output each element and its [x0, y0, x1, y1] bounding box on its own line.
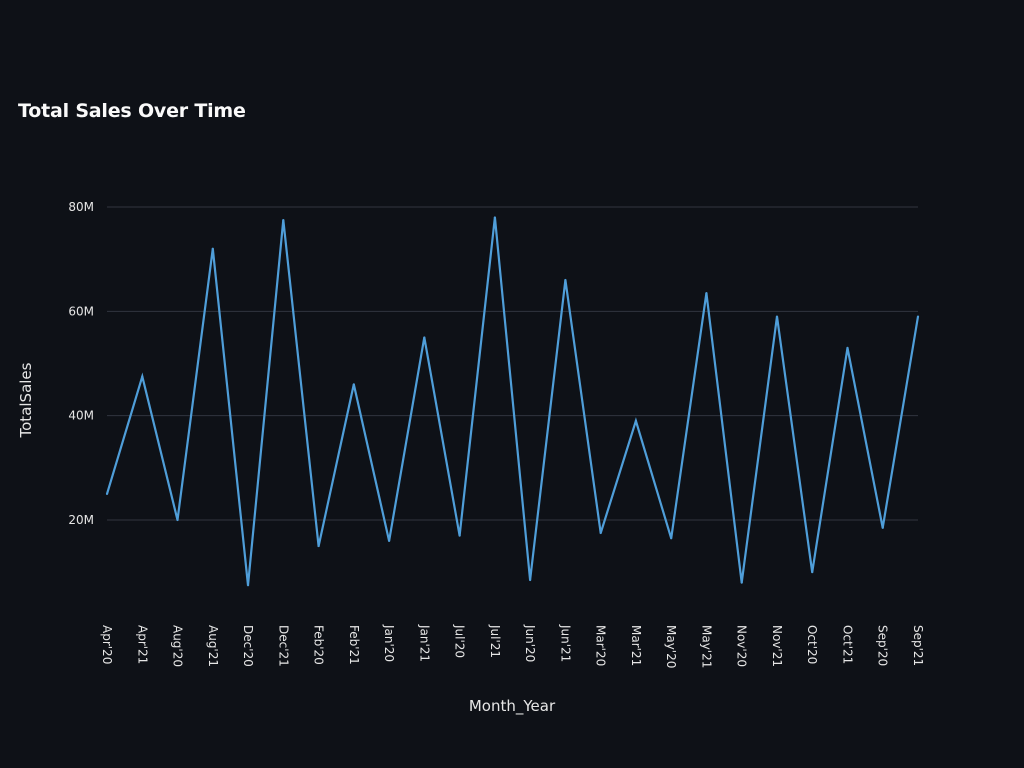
data-point[interactable]: [352, 383, 355, 386]
x-tick-label: May'20: [664, 625, 678, 668]
x-tick-label: Jan'20: [382, 624, 396, 662]
data-point[interactable]: [564, 278, 567, 282]
x-tick-label: Mar'21: [629, 625, 643, 666]
data-point[interactable]: [317, 544, 320, 548]
x-axis-title: Month_Year: [469, 697, 556, 716]
x-tick-label: Jun'21: [558, 624, 572, 662]
x-axis-ticks: Apr'20 Apr'21 Aug'20 Aug'21 Dec'20 Dec'21 Feb'…: [100, 624, 925, 668]
y-tick-label: 80M: [68, 200, 94, 214]
x-tick-label: Jul'21: [488, 624, 502, 658]
data-point[interactable]: [105, 492, 109, 496]
x-tick-label: Jun'20: [523, 624, 537, 662]
x-tick-label: Dec'20: [241, 625, 255, 667]
data-point[interactable]: [634, 419, 638, 422]
data-point[interactable]: [705, 291, 708, 295]
data-point[interactable]: [211, 247, 214, 250]
x-tick-label: Jan'21: [417, 624, 431, 662]
data-point[interactable]: [387, 539, 391, 542]
gridlines: [107, 206, 918, 521]
data-point[interactable]: [740, 581, 743, 584]
x-tick-label: Nov'20: [735, 625, 749, 667]
data-point[interactable]: [458, 534, 461, 537]
data-point[interactable]: [811, 571, 814, 574]
x-tick-label: Oct'20: [805, 625, 819, 664]
data-point[interactable]: [246, 584, 250, 587]
x-tick-label: Feb'21: [347, 625, 361, 665]
data-point[interactable]: [670, 537, 673, 540]
data-point[interactable]: [775, 315, 779, 318]
data-point[interactable]: [141, 375, 144, 378]
data-point[interactable]: [599, 531, 602, 535]
x-tick-label: Sep'21: [911, 625, 925, 666]
series-layer: [105, 216, 920, 587]
x-tick-label: Nov'21: [770, 625, 784, 667]
series-line: [105, 217, 920, 586]
x-tick-label: Feb'20: [312, 625, 326, 665]
x-tick-label: Aug'21: [206, 625, 220, 667]
data-point[interactable]: [529, 578, 532, 582]
x-tick-label: Jul'20: [453, 624, 467, 658]
x-tick-label: Apr'21: [135, 625, 149, 664]
x-tick-label: Oct'21: [840, 625, 854, 664]
data-point[interactable]: [881, 526, 884, 529]
x-tick-label: Mar'20: [594, 625, 608, 666]
y-tick-label: 60M: [68, 304, 94, 318]
x-tick-label: Sep'20: [876, 625, 890, 666]
data-point[interactable]: [846, 346, 849, 349]
x-tick-label: Aug'20: [171, 625, 185, 667]
data-point[interactable]: [282, 218, 285, 222]
y-tick-label: 40M: [68, 409, 94, 423]
x-tick-label: Apr'20: [100, 625, 114, 664]
data-point[interactable]: [916, 315, 920, 318]
data-point[interactable]: [493, 216, 496, 219]
x-tick-label: Dec'21: [276, 625, 290, 667]
y-axis-ticks: 20M 40M 60M 80M: [68, 200, 94, 527]
chart-title: Total Sales Over Time: [18, 100, 246, 122]
x-tick-label: May'21: [699, 625, 713, 668]
y-tick-label: 20M: [68, 513, 94, 527]
data-point[interactable]: [423, 336, 426, 339]
y-axis-title: TotalSales: [17, 362, 35, 438]
data-point[interactable]: [176, 518, 179, 522]
